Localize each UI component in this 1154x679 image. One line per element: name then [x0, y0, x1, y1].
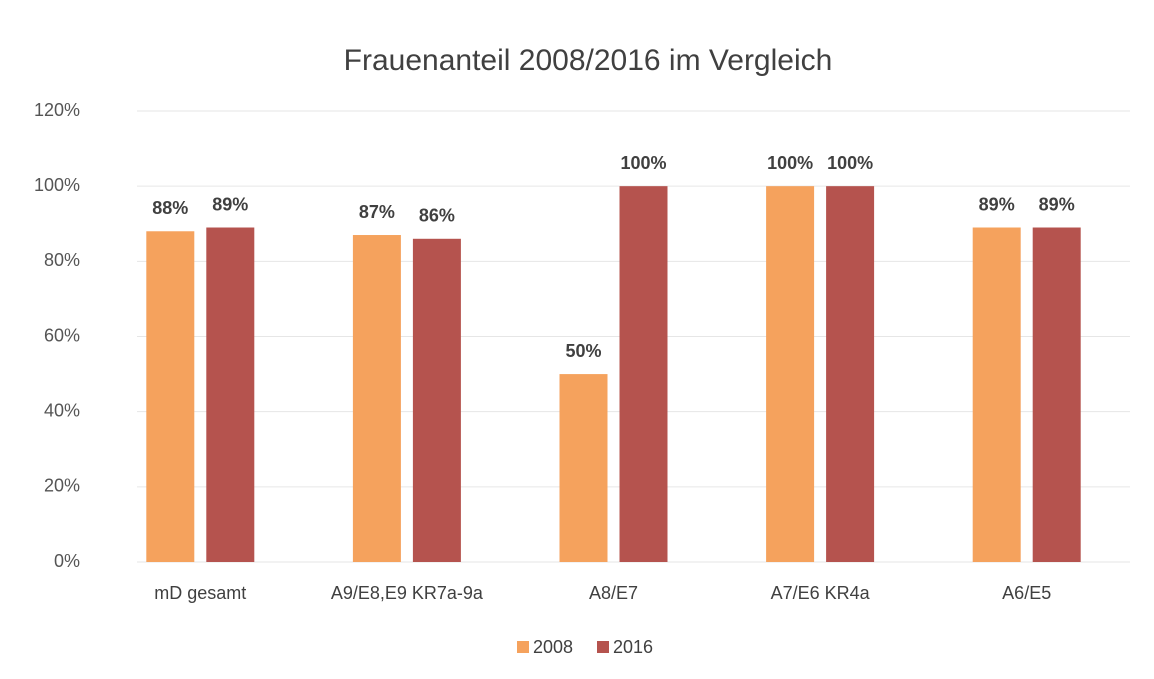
value-label: 86%	[419, 206, 455, 226]
bar	[412, 238, 461, 563]
y-tick-label: 100%	[34, 175, 80, 195]
legend-swatch	[597, 641, 609, 653]
bar	[146, 231, 195, 562]
bar	[352, 235, 401, 562]
value-label: 50%	[565, 341, 601, 361]
value-label: 89%	[212, 194, 248, 214]
legend-label: 2008	[533, 637, 573, 657]
y-tick-label: 40%	[44, 400, 80, 420]
value-label: 100%	[767, 153, 813, 173]
x-tick-label: A7/E6 KR4a	[771, 583, 871, 603]
y-tick-label: 60%	[44, 325, 80, 345]
bar	[826, 186, 875, 562]
bar	[766, 186, 815, 562]
value-label: 89%	[979, 194, 1015, 214]
bar	[559, 374, 608, 562]
legend-label: 2016	[613, 637, 653, 657]
value-label: 88%	[152, 198, 188, 218]
value-label: 100%	[620, 153, 666, 173]
bar	[1032, 227, 1081, 562]
legend-swatch	[517, 641, 529, 653]
value-label: 89%	[1039, 194, 1075, 214]
value-label: 87%	[359, 202, 395, 222]
value-label: 100%	[827, 153, 873, 173]
bar	[619, 186, 668, 562]
y-tick-label: 80%	[44, 250, 80, 270]
y-tick-label: 120%	[34, 100, 80, 120]
y-tick-label: 20%	[44, 476, 80, 496]
bar	[972, 227, 1021, 562]
x-tick-label: A9/E8,E9 KR7a-9a	[331, 583, 484, 603]
chart-title: Frauenanteil 2008/2016 im Vergleich	[344, 44, 833, 77]
x-tick-label: mD gesamt	[154, 583, 246, 603]
x-tick-label: A8/E7	[589, 583, 638, 603]
bar	[206, 227, 255, 562]
y-tick-label: 0%	[54, 551, 80, 571]
x-tick-label: A6/E5	[1002, 583, 1051, 603]
